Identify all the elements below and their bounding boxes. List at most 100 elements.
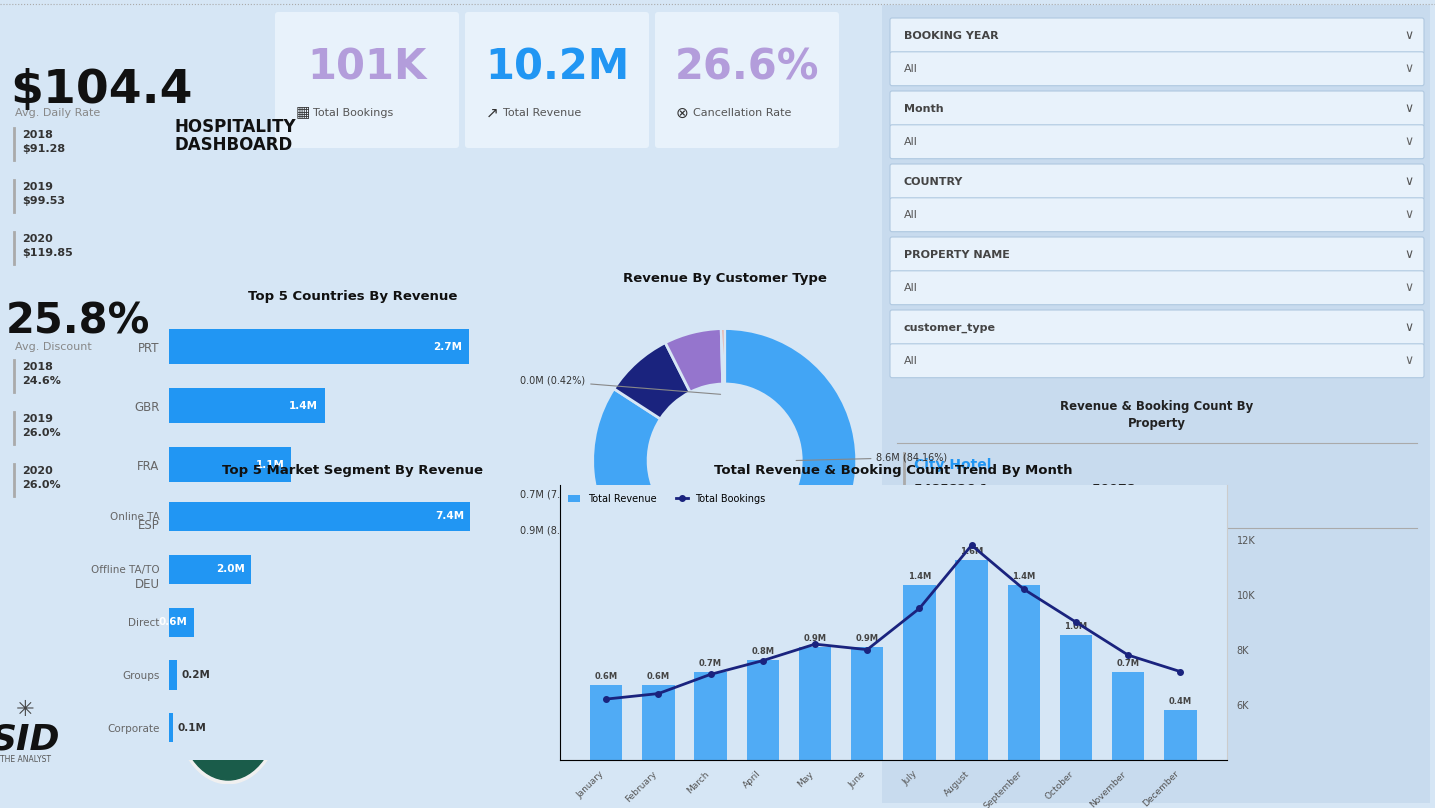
Title: Top 5 Market Segment By Revenue: Top 5 Market Segment By Revenue [222, 464, 482, 477]
Ellipse shape [178, 638, 278, 780]
Bar [169, 502, 471, 531]
Text: 5485826.1: 5485826.1 [914, 483, 989, 496]
Bar [169, 448, 291, 482]
Wedge shape [722, 329, 725, 384]
Text: ∨: ∨ [1403, 175, 1413, 188]
Text: 0.0M (0.42%): 0.0M (0.42%) [519, 376, 720, 394]
Text: ✳: ✳ [16, 700, 34, 720]
Text: Total Bookings: Total Bookings [313, 108, 393, 118]
Wedge shape [614, 343, 690, 419]
Text: 10.2M: 10.2M [485, 46, 629, 88]
FancyBboxPatch shape [890, 343, 1424, 377]
Bar [799, 647, 831, 760]
Bar [1007, 585, 1040, 760]
Bar [169, 608, 194, 637]
Text: PROPERTY NAME: PROPERTY NAME [904, 250, 1010, 259]
Title: Revenue By Customer Type: Revenue By Customer Type [623, 271, 827, 284]
Legend: Total Revenue, Total Bookings: Total Revenue, Total Bookings [564, 490, 769, 507]
Text: 2019: 2019 [22, 182, 53, 192]
Text: 26.0%: 26.0% [22, 480, 60, 490]
Text: ∨: ∨ [1403, 248, 1413, 261]
Text: Total Bookings: Total Bookings [1092, 588, 1168, 598]
Text: All: All [904, 283, 918, 292]
FancyBboxPatch shape [890, 310, 1424, 345]
Text: ∨: ∨ [1403, 102, 1413, 115]
Text: 0.6M: 0.6M [201, 578, 230, 587]
Text: 2020: 2020 [22, 466, 53, 476]
Text: 4745496.1: 4745496.1 [914, 566, 989, 579]
Text: $119.85: $119.85 [22, 248, 73, 258]
FancyBboxPatch shape [890, 52, 1424, 86]
Text: 0.6M: 0.6M [594, 671, 617, 681]
Bar [169, 330, 469, 364]
Text: Revenue & Booking Count By
Property: Revenue & Booking Count By Property [1060, 400, 1254, 430]
Text: SID: SID [0, 722, 60, 756]
Text: AESENT DATA: AESENT DATA [211, 748, 245, 753]
Text: ↗: ↗ [486, 106, 499, 120]
Text: ▲: ▲ [237, 705, 248, 719]
FancyBboxPatch shape [890, 198, 1424, 232]
Bar [169, 389, 324, 423]
Text: 1.4M: 1.4M [1012, 572, 1036, 581]
FancyBboxPatch shape [465, 12, 649, 148]
Text: 1.0M: 1.0M [1065, 622, 1088, 631]
Text: 25.8%: 25.8% [6, 300, 151, 342]
Bar [169, 555, 251, 584]
Text: ∨: ∨ [1403, 208, 1413, 221]
Text: 2018: 2018 [22, 130, 53, 140]
Title: Total Revenue & Booking Count Trend By Month: Total Revenue & Booking Count Trend By M… [715, 464, 1072, 477]
Text: 8.6M (84.16%): 8.6M (84.16%) [796, 452, 947, 462]
Text: Cancellation Rate: Cancellation Rate [693, 108, 791, 118]
Bar [590, 684, 623, 760]
FancyBboxPatch shape [890, 271, 1424, 305]
Bar [695, 672, 726, 760]
Text: 0.9M (8.42%): 0.9M (8.42%) [519, 525, 699, 542]
Text: 1.6M: 1.6M [960, 547, 983, 556]
Text: COUNTRY: COUNTRY [904, 177, 963, 187]
Text: ⊗: ⊗ [676, 106, 689, 120]
Bar [851, 647, 884, 760]
Text: ∨: ∨ [1403, 354, 1413, 368]
Text: All: All [904, 64, 918, 74]
Text: Avg. Discount: Avg. Discount [14, 342, 92, 352]
Text: 0.9M: 0.9M [234, 519, 263, 528]
Bar [1060, 634, 1092, 760]
Text: 2018: 2018 [22, 362, 53, 372]
Text: 0.8M: 0.8M [752, 647, 775, 656]
Bar [746, 659, 779, 760]
Wedge shape [593, 329, 857, 592]
Bar [169, 660, 178, 689]
Text: 101K: 101K [307, 46, 426, 88]
Text: 26.6%: 26.6% [674, 46, 819, 88]
Text: ∨: ∨ [1403, 321, 1413, 334]
Bar [1112, 672, 1144, 760]
Bar [956, 560, 987, 760]
Text: ∨: ∨ [1403, 135, 1413, 148]
Text: All: All [904, 356, 918, 366]
Text: 0.6M: 0.6M [159, 617, 188, 627]
Text: Resort Hotel: Resort Hotel [914, 541, 1013, 555]
Text: Total Revenue: Total Revenue [914, 588, 987, 598]
Bar [169, 713, 174, 743]
Text: HOSPITALITY: HOSPITALITY [175, 118, 297, 136]
Text: 2020: 2020 [22, 234, 53, 244]
Text: Month: Month [904, 103, 944, 114]
Text: 0.7M (7.01%): 0.7M (7.01%) [519, 490, 682, 511]
Text: All: All [904, 137, 918, 147]
FancyBboxPatch shape [654, 12, 839, 148]
Text: 0.4M: 0.4M [1170, 696, 1192, 706]
FancyBboxPatch shape [883, 5, 1431, 803]
Text: Total Bookings: Total Bookings [1092, 505, 1168, 515]
Text: ▲: ▲ [218, 689, 238, 713]
Text: 0.9M: 0.9M [855, 634, 878, 643]
Text: 2019: 2019 [22, 414, 53, 424]
FancyBboxPatch shape [890, 237, 1424, 272]
Text: 26.0%: 26.0% [22, 428, 60, 438]
Bar [169, 507, 270, 541]
Text: 40778: 40778 [1092, 566, 1135, 579]
Text: ∨: ∨ [1403, 281, 1413, 294]
Bar [903, 585, 936, 760]
Text: 0.7M: 0.7M [1116, 659, 1139, 668]
Text: 0.2M: 0.2M [181, 670, 211, 680]
Text: $104.4: $104.4 [10, 68, 192, 113]
